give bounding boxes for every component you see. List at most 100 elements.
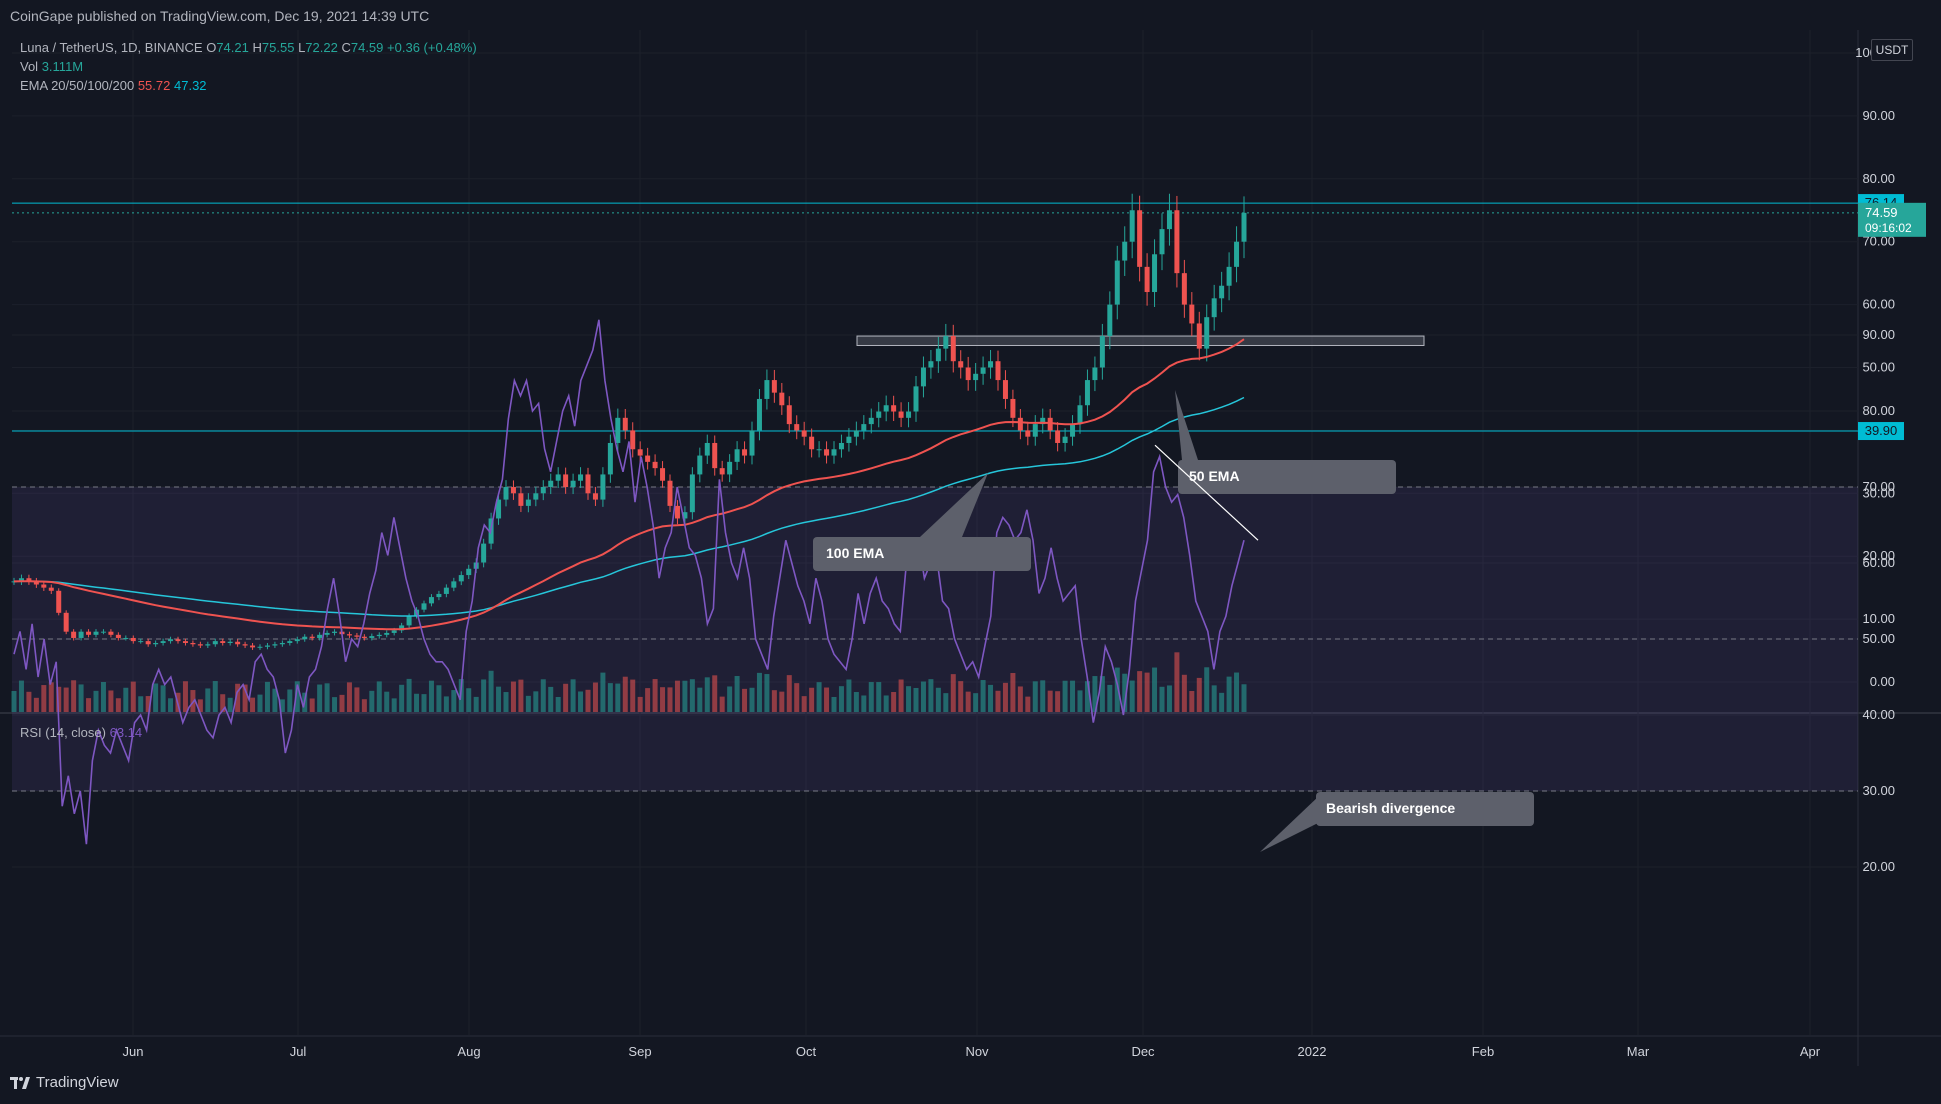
volume-bar (1144, 672, 1150, 712)
y-tick-label: 0.00 (1870, 674, 1895, 689)
candle-body (615, 417, 621, 443)
volume-bar (182, 681, 188, 712)
volume-bar (153, 683, 159, 712)
candle-body (428, 597, 434, 604)
candle-body (525, 499, 531, 506)
candle-body (160, 641, 166, 644)
candle-body (145, 641, 151, 645)
volume-bar (928, 679, 934, 712)
volume-bar (346, 682, 352, 712)
y-tick-label: 70.00 (1862, 234, 1895, 249)
countdown-label: 09:16:02 (1865, 221, 1912, 235)
candle-body (235, 641, 241, 645)
candle-body (943, 336, 949, 349)
volume-bar (525, 695, 531, 712)
candle-body (1002, 380, 1008, 399)
candle-body (764, 380, 770, 399)
candle-body (279, 643, 285, 645)
y-tick-label: 20.00 (1862, 548, 1895, 563)
volume-bar (615, 683, 621, 712)
y-tick-label: 80.00 (1862, 171, 1895, 186)
volume-bar (451, 690, 457, 712)
y-tick-label: 30.00 (1862, 485, 1895, 500)
volume-bar (607, 683, 613, 712)
candle-body (376, 634, 382, 637)
volume-bar (1092, 676, 1098, 712)
volume-bar (1047, 690, 1053, 712)
open-label: O (206, 40, 217, 55)
support-zone (856, 335, 1425, 346)
candle-body (1084, 380, 1090, 406)
candle-body (503, 487, 509, 500)
volume-bar (809, 687, 815, 712)
candle-body (1010, 398, 1016, 418)
candle-body (533, 493, 539, 500)
candle-body (958, 361, 964, 368)
candle-body (1152, 254, 1158, 293)
volume-bar (727, 686, 733, 712)
callout-pointer (1175, 390, 1198, 460)
candle-body (1241, 212, 1247, 242)
volume-bar (980, 680, 986, 712)
candle-body (1114, 260, 1120, 305)
candle-body (674, 505, 680, 519)
volume-bar (816, 682, 822, 712)
volume-bar (563, 683, 569, 712)
candle-body (71, 631, 77, 638)
volume-bar (443, 696, 449, 712)
volume-bar (1181, 674, 1187, 712)
candle-body (630, 430, 636, 450)
candle-body (1196, 323, 1202, 349)
candle-body (1129, 210, 1135, 242)
volume-bar (503, 692, 509, 712)
candle-body (965, 367, 971, 381)
volume-bar (376, 681, 382, 712)
volume-bar (973, 693, 979, 712)
last-price-tag (1858, 202, 1926, 237)
candle-body (33, 581, 39, 585)
open-value: 74.21 (216, 40, 249, 55)
volume-bar (1189, 690, 1195, 712)
volume-bar (332, 697, 338, 712)
volume-bar (645, 688, 651, 712)
candle-body (585, 474, 591, 494)
candle-body (600, 474, 606, 500)
candle-body (309, 636, 315, 638)
volume-bar (272, 688, 278, 712)
candle-body (1174, 210, 1180, 274)
volume-bar (287, 689, 293, 712)
ema50-value: 55.72 (137, 78, 171, 93)
volume-bar (138, 696, 144, 712)
volume-bar (33, 697, 39, 712)
volume-bar (481, 679, 487, 712)
candle-body (928, 361, 934, 368)
volume-bar (428, 680, 434, 712)
volume-bar (26, 691, 32, 712)
volume-bar (906, 686, 912, 712)
candle-body (592, 493, 598, 500)
volume-bar (756, 672, 762, 712)
volume-bar (399, 684, 405, 712)
candle-body (205, 644, 211, 646)
x-tick-label: Nov (965, 1044, 989, 1059)
low-value: 72.22 (305, 40, 338, 55)
volume-bar (1032, 681, 1038, 712)
footer-brand[interactable]: TradingView (10, 1074, 119, 1091)
candle-body (458, 575, 464, 582)
volume-bar (1137, 671, 1143, 712)
candle-body (719, 468, 725, 475)
rsi-y-tick-label: 90.00 (1862, 327, 1895, 342)
rsi-legend: RSI (14, close) 63.14 (20, 725, 142, 740)
candle-body (100, 631, 106, 633)
candle-body (883, 405, 889, 412)
candle-body (838, 442, 844, 450)
candle-body (667, 480, 673, 506)
volume-bar (674, 680, 680, 712)
candle-body (980, 367, 986, 374)
candle-body (1144, 266, 1150, 293)
y-tick-label: 10.00 (1862, 611, 1895, 626)
volume-bar (294, 681, 300, 712)
currency-button[interactable]: USDT (1871, 39, 1913, 61)
high-label: H (252, 40, 262, 55)
